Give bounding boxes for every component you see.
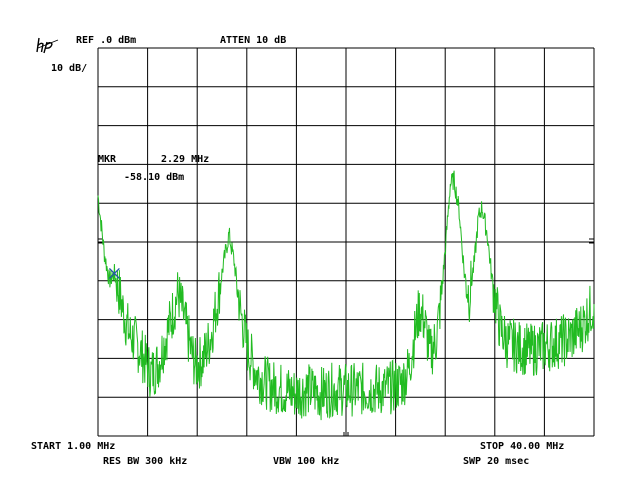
ref-level-label: REF .0 dBm <box>76 35 137 46</box>
start-frequency-label: START 1.00 MHz <box>31 441 116 452</box>
stop-frequency-label: STOP 40.00 MHz <box>480 441 565 452</box>
video-bandwidth-label: VBW 100 kHz <box>273 456 340 467</box>
spectrum-trace <box>97 170 595 421</box>
marker-label: MKR <box>98 154 117 165</box>
marker-amplitude: -58.10 dBm <box>124 172 185 183</box>
marker-x-icon <box>108 267 120 279</box>
marker-stroke <box>108 267 120 279</box>
marker-frequency: 2.29 MHz <box>161 154 210 165</box>
reference-ticks <box>98 238 594 436</box>
scale-label: 10 dB/ <box>51 63 88 74</box>
graticule <box>97 47 595 437</box>
sweep-time-label: SWP 20 msec <box>463 456 530 467</box>
attenuation-label: ATTEN 10 dB <box>220 35 287 46</box>
hp-logo <box>36 37 59 54</box>
resolution-bandwidth-label: RES BW 300 kHz <box>103 456 188 467</box>
